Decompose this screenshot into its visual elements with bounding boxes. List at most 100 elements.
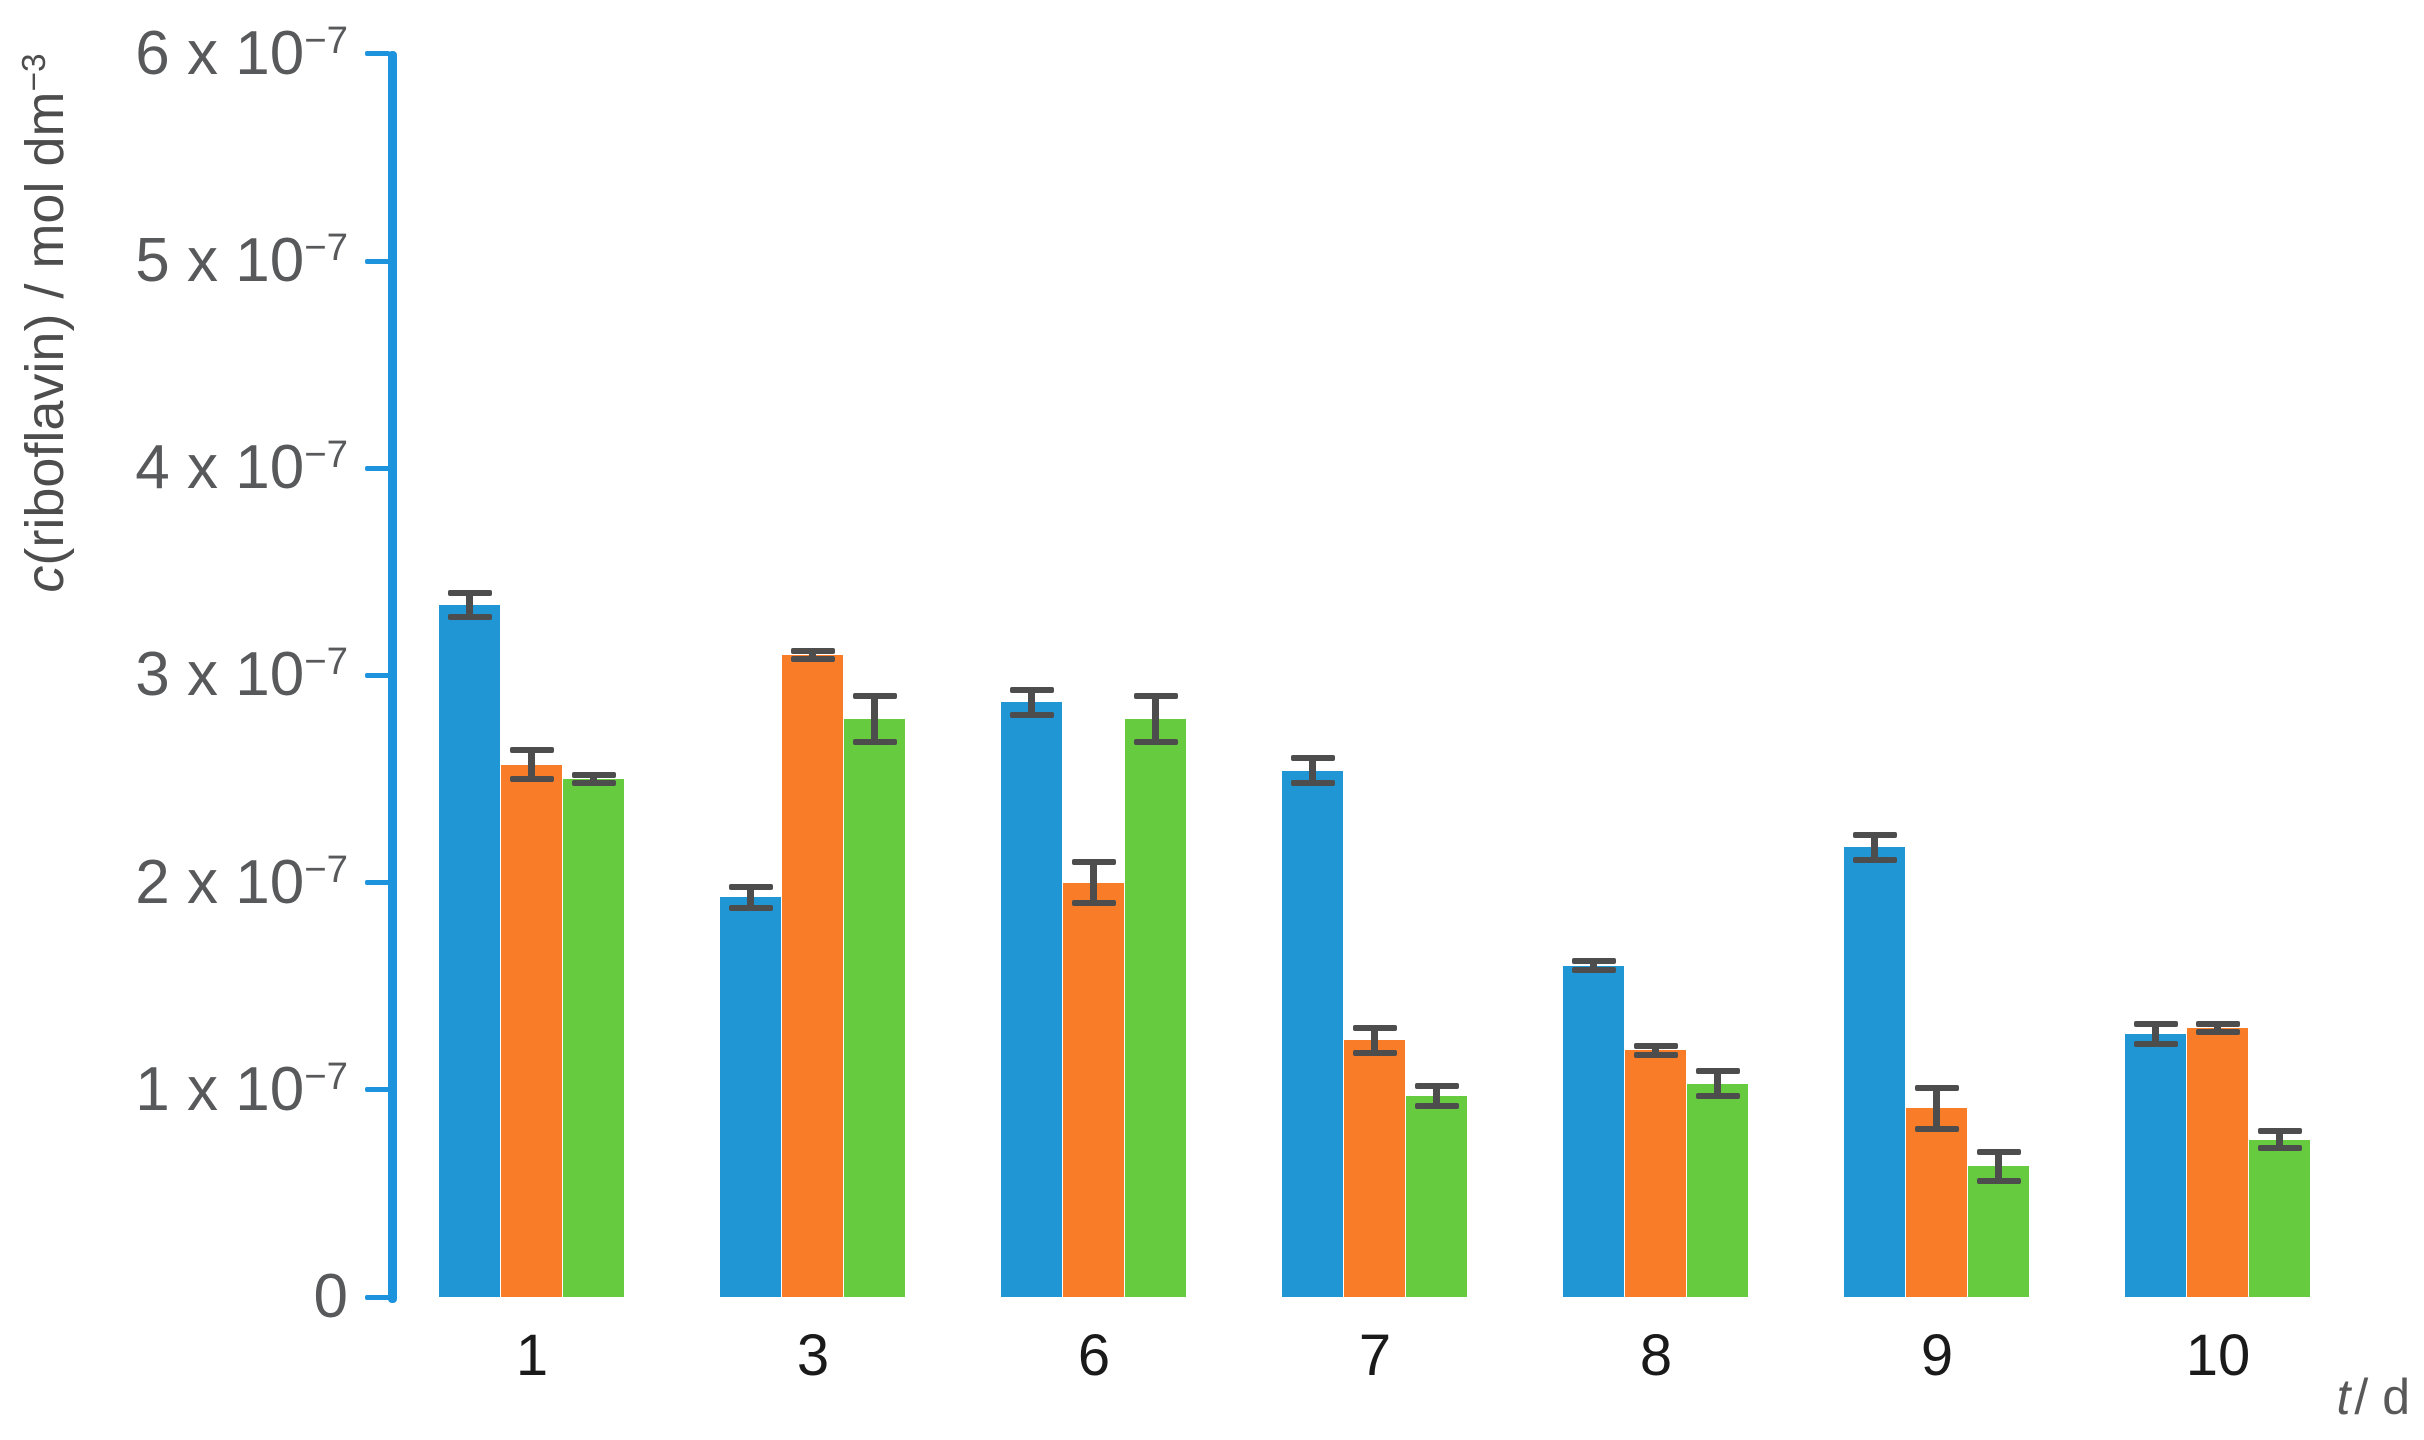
error-bar-cap-bottom-blue-day9 [1852, 856, 1897, 863]
y-tick-2 [365, 880, 390, 886]
bar-orange-day9 [1906, 1108, 1967, 1297]
y-tick-0 [365, 1294, 390, 1300]
y-axis-line [388, 50, 397, 1303]
y-tick-label-0: 0 [313, 1262, 348, 1331]
error-bar-line-orange-day7 [1371, 1027, 1378, 1053]
x-tick-label-7: 7 [1358, 1323, 1392, 1388]
y-tick-exponent: −7 [304, 847, 348, 891]
bar-blue-day1 [439, 605, 500, 1297]
error-bar-cap-top-green-day8 [1695, 1068, 1740, 1075]
error-bar-cap-bottom-green-day3 [852, 738, 897, 745]
y-tick-exponent: −7 [304, 1054, 348, 1098]
error-bar-cap-top-orange-day8 [1633, 1043, 1678, 1050]
bar-orange-day6 [1063, 882, 1124, 1297]
error-bar-line-orange-day8 [1652, 1046, 1659, 1055]
error-bar-cap-bottom-blue-day6 [1009, 711, 1054, 718]
y-tick-label-4: 4 x 10−7 [135, 433, 348, 503]
bar-green-day8 [1687, 1083, 1748, 1297]
error-bar-cap-top-orange-day9 [1914, 1084, 1959, 1091]
bar-blue-day10 [2125, 1033, 2186, 1297]
bar-orange-day10 [2187, 1027, 2248, 1297]
error-bar-line-blue-day3 [747, 886, 754, 908]
error-bar-cap-bottom-orange-day8 [1633, 1051, 1678, 1058]
error-bar-cap-top-green-day1 [571, 771, 616, 778]
error-bar-line-blue-day7 [1309, 758, 1316, 784]
error-bar-line-orange-day10 [2214, 1023, 2221, 1032]
error-bar-cap-bottom-blue-day8 [1571, 966, 1616, 973]
error-bar-cap-top-orange-day6 [1071, 858, 1116, 865]
error-bar-cap-top-orange-day10 [2195, 1020, 2240, 1027]
y-tick-label-2: 2 x 10−7 [135, 847, 348, 917]
bar-blue-day6 [1001, 702, 1062, 1297]
error-bar-cap-top-green-day3 [852, 693, 897, 700]
x-tick-label-8: 8 [1639, 1323, 1673, 1388]
error-bar-cap-bottom-green-day6 [1133, 738, 1178, 745]
error-bar-cap-bottom-orange-day9 [1914, 1126, 1959, 1133]
error-bar-line-green-day8 [1714, 1071, 1721, 1097]
error-bar-cap-bottom-orange-day1 [509, 776, 554, 783]
error-bar-cap-top-blue-day10 [2133, 1020, 2178, 1027]
y-tick-exponent: −7 [304, 640, 348, 684]
bar-orange-day1 [501, 764, 562, 1297]
x-tick-label-9: 9 [1920, 1323, 1954, 1388]
error-bar-cap-top-orange-day7 [1352, 1024, 1397, 1031]
error-bar-line-green-day9 [1995, 1151, 2002, 1181]
error-bar-line-orange-day1 [528, 750, 535, 780]
error-bar-cap-top-green-day9 [1976, 1148, 2021, 1155]
error-bar-cap-bottom-orange-day6 [1071, 900, 1116, 907]
y-tick-3 [365, 672, 390, 678]
error-bar-cap-bottom-orange-day7 [1352, 1049, 1397, 1056]
y-tick-4 [365, 465, 390, 471]
bar-orange-day3 [782, 654, 843, 1297]
y-tick-1 [365, 1087, 390, 1093]
error-bar-line-blue-day8 [1590, 961, 1597, 970]
bar-blue-day3 [720, 897, 781, 1297]
error-bar-cap-bottom-green-day10 [2257, 1144, 2302, 1151]
y-tick-label-3: 3 x 10−7 [135, 640, 348, 710]
error-bar-line-blue-day6 [1028, 689, 1035, 715]
error-bar-line-orange-day9 [1933, 1087, 1940, 1130]
error-bar-cap-top-green-day10 [2257, 1128, 2302, 1135]
x-tick-label-6: 6 [1077, 1323, 1111, 1388]
error-bar-line-green-day7 [1433, 1085, 1440, 1107]
error-bar-cap-bottom-blue-day7 [1290, 780, 1335, 787]
error-bar-line-blue-day10 [2152, 1023, 2159, 1045]
bar-blue-day9 [1844, 847, 1905, 1297]
error-bar-cap-bottom-orange-day3 [790, 655, 835, 662]
error-bar-line-blue-day1 [466, 592, 473, 618]
error-bar-cap-bottom-blue-day1 [447, 614, 492, 621]
error-bar-cap-bottom-green-day7 [1414, 1103, 1459, 1110]
error-bar-line-green-day6 [1152, 696, 1159, 742]
bar-blue-day8 [1563, 965, 1624, 1297]
error-bar-cap-top-orange-day3 [790, 647, 835, 654]
y-tick-exponent: −7 [304, 18, 348, 62]
x-tick-label-10: 10 [2185, 1323, 2251, 1388]
y-tick-5 [365, 258, 390, 264]
error-bar-cap-bottom-green-day8 [1695, 1093, 1740, 1100]
bar-orange-day7 [1344, 1040, 1405, 1297]
y-tick-exponent: −7 [304, 226, 348, 269]
error-bar-cap-top-blue-day6 [1009, 686, 1054, 693]
bar-green-day1 [563, 779, 624, 1297]
error-bar-cap-top-blue-day7 [1290, 755, 1335, 762]
error-bar-cap-top-blue-day1 [447, 589, 492, 596]
error-bar-cap-top-blue-day9 [1852, 832, 1897, 838]
x-axis-title: t/ d [2270, 1368, 2411, 1426]
y-axis-title-italic-c: c [15, 565, 75, 593]
x-tick-label-1: 1 [515, 1323, 549, 1388]
y-tick-label-6: 6 x 10−7 [135, 18, 348, 88]
error-bar-cap-top-blue-day3 [728, 883, 773, 890]
bar-green-day10 [2249, 1139, 2310, 1297]
error-bar-cap-bottom-blue-day10 [2133, 1041, 2178, 1048]
error-bar-cap-top-green-day7 [1414, 1082, 1459, 1089]
error-bar-line-orange-day3 [809, 650, 816, 659]
y-tick-label-1: 1 x 10−7 [135, 1054, 348, 1124]
y-tick-label-5: 5 x 10−7 [135, 226, 348, 296]
error-bar-cap-bottom-blue-day3 [728, 904, 773, 911]
error-bar-cap-bottom-orange-day10 [2195, 1028, 2240, 1035]
bar-green-day3 [844, 718, 905, 1297]
y-tick-6 [365, 51, 390, 57]
x-axis-title-text: / d [2354, 1369, 2410, 1425]
bar-green-day6 [1125, 718, 1186, 1297]
